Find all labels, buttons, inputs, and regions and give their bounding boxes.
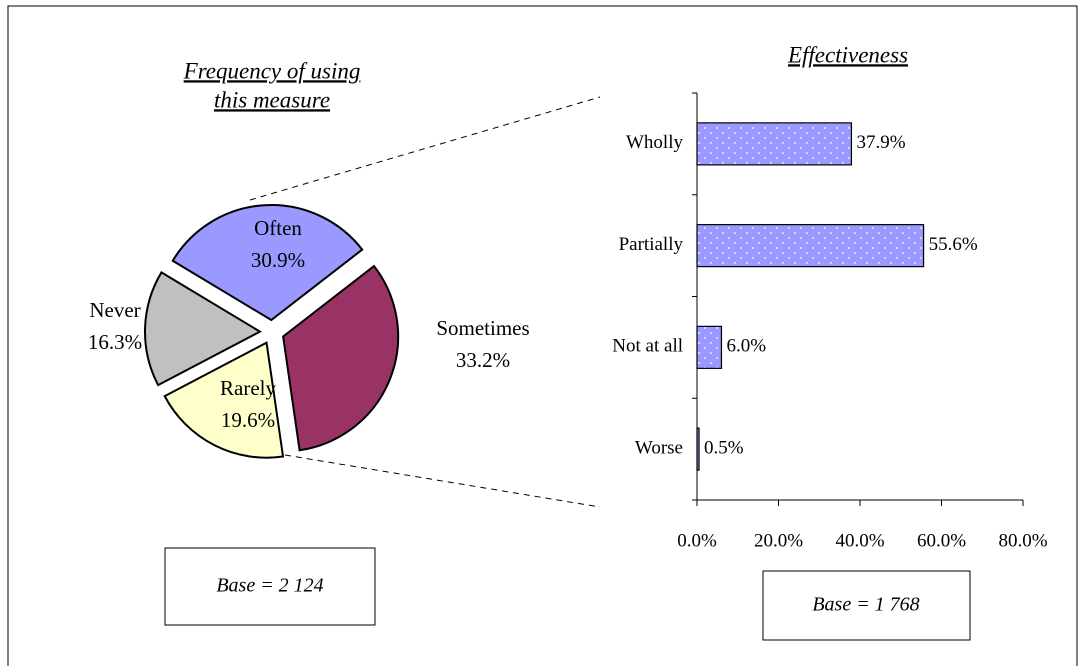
- annotation: Base = 2 124: [216, 575, 323, 597]
- chart-title: Frequency of using: [183, 58, 361, 83]
- y-tick-label: Partially: [619, 234, 684, 255]
- y-tick-label: Wholly: [626, 132, 683, 153]
- annotation: Base = 1 768: [812, 594, 919, 616]
- x-tick-label: 60.0%: [917, 530, 966, 551]
- bar: [696, 122, 853, 166]
- y-tick-label: Not at all: [612, 336, 683, 357]
- pie-slice: [163, 341, 285, 459]
- slice-value: 16.3%: [88, 330, 142, 354]
- bar: [696, 325, 723, 369]
- pie-slice: [171, 204, 364, 322]
- slice-value: 30.9%: [251, 248, 305, 272]
- y-tick-label: Worse: [635, 437, 683, 458]
- slice-value: 33.2%: [456, 348, 510, 372]
- slice-value: 19.6%: [221, 408, 275, 432]
- chart-title: Effectiveness: [787, 42, 908, 67]
- pie-slice: [144, 271, 263, 387]
- data-label: 0.5%: [704, 437, 744, 458]
- pie-slice: [282, 264, 400, 452]
- annotation-box: [762, 570, 971, 641]
- frame: [7, 5, 1078, 671]
- chart-title: this measure: [214, 87, 330, 112]
- slice-label: Never: [89, 298, 140, 322]
- connector: [284, 454, 601, 508]
- x-tick-label: 80.0%: [998, 530, 1047, 551]
- bar: [696, 427, 700, 471]
- annotation-box: [164, 547, 376, 626]
- slice-label: Rarely: [220, 376, 276, 400]
- data-label: 6.0%: [726, 336, 766, 357]
- data-label: 55.6%: [929, 234, 978, 255]
- bar: [696, 224, 925, 268]
- x-tick-label: 0.0%: [677, 530, 717, 551]
- connector: [249, 96, 601, 201]
- slice-label: Sometimes: [436, 316, 529, 340]
- x-tick-label: 20.0%: [754, 530, 803, 551]
- slice-label: Often: [254, 216, 302, 240]
- data-label: 37.9%: [856, 132, 905, 153]
- x-tick-label: 40.0%: [835, 530, 884, 551]
